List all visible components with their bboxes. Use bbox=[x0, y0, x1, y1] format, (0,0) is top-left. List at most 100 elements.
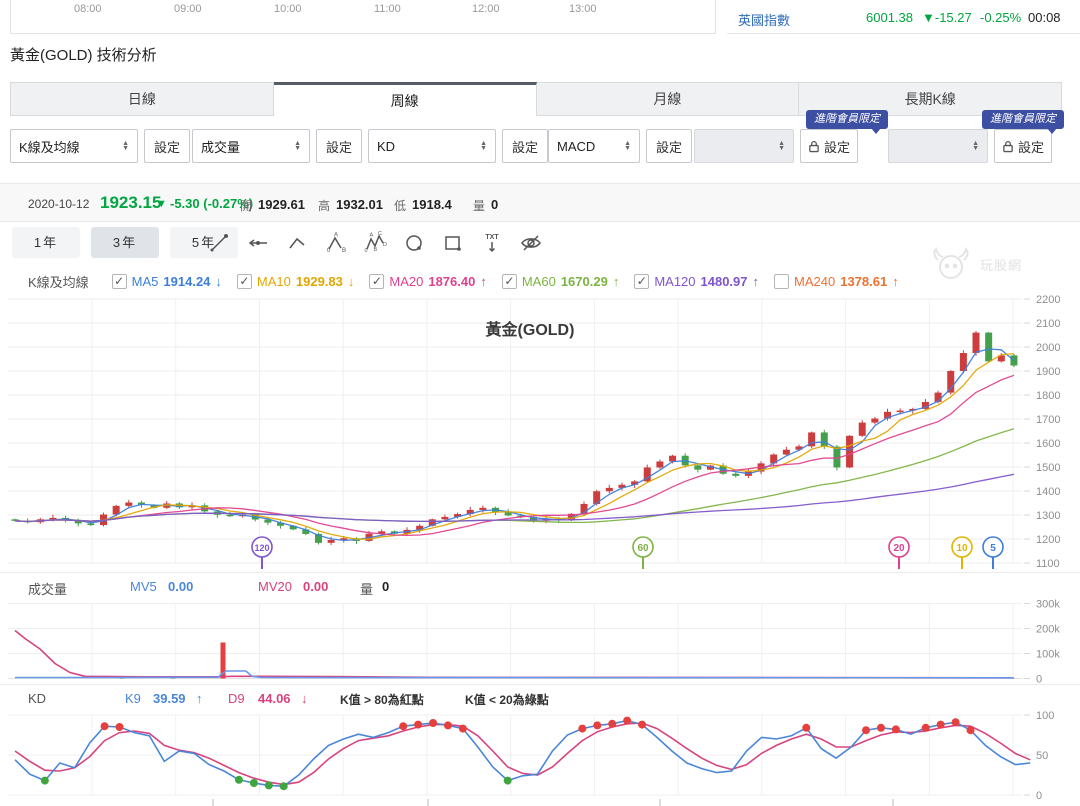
checkbox-icon[interactable]: ✓ bbox=[634, 273, 650, 289]
volume-qty-label: 量 bbox=[360, 582, 374, 597]
kd-header: KD K9 39.59 ↑ D9 44.06 ↓ K值 > 80為紅點 K值 <… bbox=[0, 684, 1080, 711]
ma-toggle-ma120[interactable]: ✓ MA120 1480.97 ↑ bbox=[634, 273, 759, 289]
k9-direction-icon: ↑ bbox=[196, 691, 203, 706]
svg-text:1200: 1200 bbox=[1036, 534, 1060, 546]
checkbox-icon[interactable]: ✓ bbox=[501, 273, 517, 289]
time-axis-label: 10:00 bbox=[274, 3, 302, 15]
k9-label: K9 bbox=[125, 691, 141, 706]
kd-section-label: KD bbox=[28, 691, 47, 706]
divider bbox=[727, 33, 1080, 34]
tab-label: 長期K線 bbox=[904, 91, 956, 107]
down-arrow-icon: ▼ bbox=[156, 198, 167, 210]
hide-drawings-tool-icon[interactable] bbox=[518, 229, 544, 257]
ma-value: 1929.83 bbox=[295, 273, 343, 289]
tab-daily[interactable]: 日線 bbox=[10, 82, 274, 116]
tab-monthly[interactable]: 月線 bbox=[536, 82, 800, 116]
ticker-change-pct: -0.25% bbox=[980, 10, 1022, 25]
time-axis-label: 08:00 bbox=[74, 3, 102, 15]
page-title: 黃金(GOLD) 技術分析 bbox=[10, 47, 157, 64]
svg-text:0: 0 bbox=[365, 248, 368, 254]
ma-toggle-ma60[interactable]: ✓ MA60 1670.29 ↑ bbox=[501, 273, 619, 289]
kd-red-dot-note: K值 > 80為紅點 bbox=[340, 693, 424, 707]
low-value: 1918.4 bbox=[412, 197, 452, 212]
svg-text:D: D bbox=[383, 242, 387, 248]
checkbox-icon[interactable]: ✓ bbox=[236, 273, 252, 289]
circle-tool-icon[interactable] bbox=[401, 229, 427, 257]
volume-chart[interactable]: 0 100k 200k 300k bbox=[0, 598, 1080, 684]
ma-toggle-ma5[interactable]: ✓ MA5 1914.24 ↓ bbox=[111, 273, 222, 289]
ma-direction-icon: ↑ bbox=[892, 273, 899, 289]
main-price-chart[interactable]: 1100 1200 1300 1400 1500 1600 1700 1800 1900 2000… bbox=[0, 295, 1080, 573]
indicator-select-kline-ma[interactable]: K線及均線 ▲ ▼ bbox=[10, 129, 138, 163]
svg-text:B: B bbox=[374, 247, 378, 253]
settings-button-locked-2[interactable]: 設定 bbox=[994, 129, 1052, 163]
range-buttons: 1年 3年 5年 bbox=[12, 227, 238, 258]
quote-price: 1923.15 bbox=[100, 193, 162, 212]
svg-text:1800: 1800 bbox=[1036, 390, 1060, 402]
checkbox-icon[interactable]: ✓ bbox=[111, 273, 127, 289]
range-button-1年[interactable]: 1年 bbox=[12, 227, 80, 258]
indicator-select-kd[interactable]: KD ▲ ▼ bbox=[368, 129, 496, 163]
tab-weekly[interactable]: 周線 bbox=[273, 82, 537, 116]
settings-button-label: 設定 bbox=[153, 139, 180, 155]
wave-abc-tool-icon[interactable]: 0 A B bbox=[323, 229, 349, 257]
kd-green-dot-note: K值 < 20為綠點 bbox=[465, 693, 549, 707]
high-value: 1932.01 bbox=[336, 197, 383, 212]
indicator-select-macd[interactable]: MACD ▲ ▼ bbox=[548, 129, 640, 163]
indicator-select-locked-1[interactable]: ▲ ▼ bbox=[694, 129, 794, 163]
svg-text:0: 0 bbox=[327, 248, 331, 254]
range-button-5年[interactable]: 5年 bbox=[170, 227, 238, 258]
settings-button-kd[interactable]: 設定 bbox=[502, 129, 548, 163]
svg-text:200k: 200k bbox=[1036, 624, 1060, 636]
checkbox-icon[interactable]: ✓ bbox=[369, 273, 385, 289]
kd-chart[interactable]: 0 50 100 bbox=[0, 710, 1080, 806]
settings-button-label: 設定 bbox=[325, 139, 352, 155]
svg-text:100: 100 bbox=[1036, 710, 1054, 722]
settings-button-macd[interactable]: 設定 bbox=[646, 129, 692, 163]
text-tool-icon[interactable]: TXT bbox=[479, 229, 505, 257]
range-button-3年[interactable]: 3年 bbox=[91, 227, 159, 258]
select-arrows-icon: ▲ ▼ bbox=[480, 140, 487, 152]
ma-toggle-ma240[interactable]: MA240 1378.61 ↑ bbox=[774, 273, 899, 289]
ma-name: MA5 bbox=[131, 273, 159, 289]
svg-text:A: A bbox=[334, 233, 338, 239]
mv20-label: MV20 bbox=[258, 579, 292, 594]
settings-button-volume[interactable]: 設定 bbox=[316, 129, 362, 163]
mv5-value: 0.00 bbox=[168, 579, 194, 594]
svg-text:2200: 2200 bbox=[1036, 295, 1060, 306]
k9-value: 39.59 bbox=[153, 691, 186, 706]
volume-value: 0 bbox=[491, 197, 499, 212]
ma-name: MA10 bbox=[256, 273, 291, 289]
ma-toggle-ma20[interactable]: ✓ MA20 1876.40 ↑ bbox=[369, 273, 487, 289]
settings-button-locked-1[interactable]: 設定 bbox=[800, 129, 858, 163]
svg-text:黃金(GOLD): 黃金(GOLD) bbox=[485, 320, 575, 339]
ticker-name: 英國指數 bbox=[738, 13, 791, 28]
svg-text:60: 60 bbox=[637, 543, 649, 554]
ma-name: MA240 bbox=[794, 273, 836, 289]
svg-text:10: 10 bbox=[956, 543, 968, 554]
svg-text:1900: 1900 bbox=[1036, 366, 1060, 378]
index-ticker[interactable]: 英國指數 6001.38 ▼-15.27 -0.25% 00:08 bbox=[727, 10, 1080, 32]
volume-header: 成交量 MV5 0.00 MV20 0.00 量 0 bbox=[0, 572, 1080, 599]
ticker-change: ▼-15.27 bbox=[922, 10, 972, 25]
volume-qty-value: 0 bbox=[382, 579, 390, 594]
angle-tool-icon[interactable] bbox=[284, 229, 310, 257]
checkbox-icon[interactable] bbox=[774, 273, 790, 289]
trend-line-tool-icon[interactable] bbox=[206, 229, 232, 257]
indicator-select-locked-2[interactable]: ▲ ▼ bbox=[888, 129, 988, 163]
watermark-text: 玩股網 bbox=[980, 257, 1023, 273]
svg-text:5: 5 bbox=[990, 543, 996, 554]
indicator-select-volume[interactable]: 成交量 ▲ ▼ bbox=[192, 129, 310, 163]
svg-text:20: 20 bbox=[893, 543, 905, 554]
svg-text:A: A bbox=[370, 233, 374, 239]
volume-section-label: 成交量 bbox=[28, 582, 68, 597]
time-axis-label: 12:00 bbox=[472, 3, 500, 15]
settings-button-kline-ma[interactable]: 設定 bbox=[144, 129, 190, 163]
rect-tool-icon[interactable] bbox=[440, 229, 466, 257]
ray-tool-icon[interactable] bbox=[245, 229, 271, 257]
settings-button-label: 設定 bbox=[655, 139, 682, 155]
premium-badge-2: 進階會員限定 bbox=[982, 110, 1064, 134]
settings-button-label: 設定 bbox=[1017, 139, 1044, 155]
ma-toggle-ma10[interactable]: ✓ MA10 1929.83 ↓ bbox=[236, 273, 354, 289]
